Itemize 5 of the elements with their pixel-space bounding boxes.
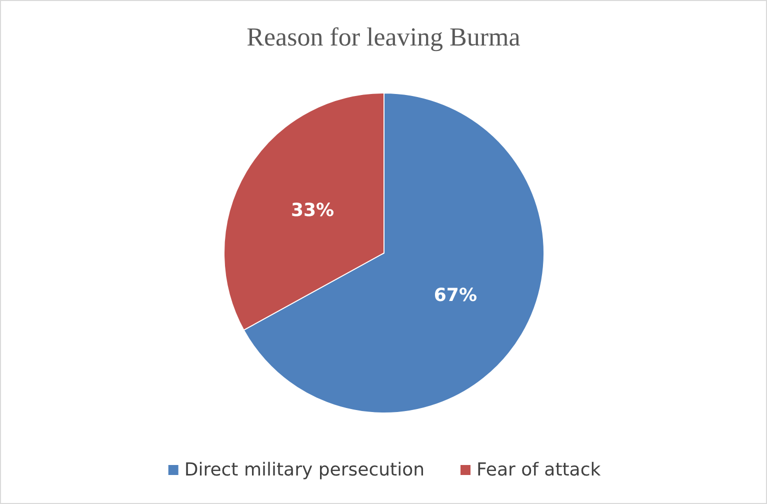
legend-label: Fear of attack [476, 460, 602, 480]
data-label: 33% [291, 200, 334, 222]
data-label: 67% [434, 284, 477, 306]
chart-title: Reason for leaving Burma [246, 22, 521, 52]
legend-label: Direct military persecution [184, 460, 424, 480]
